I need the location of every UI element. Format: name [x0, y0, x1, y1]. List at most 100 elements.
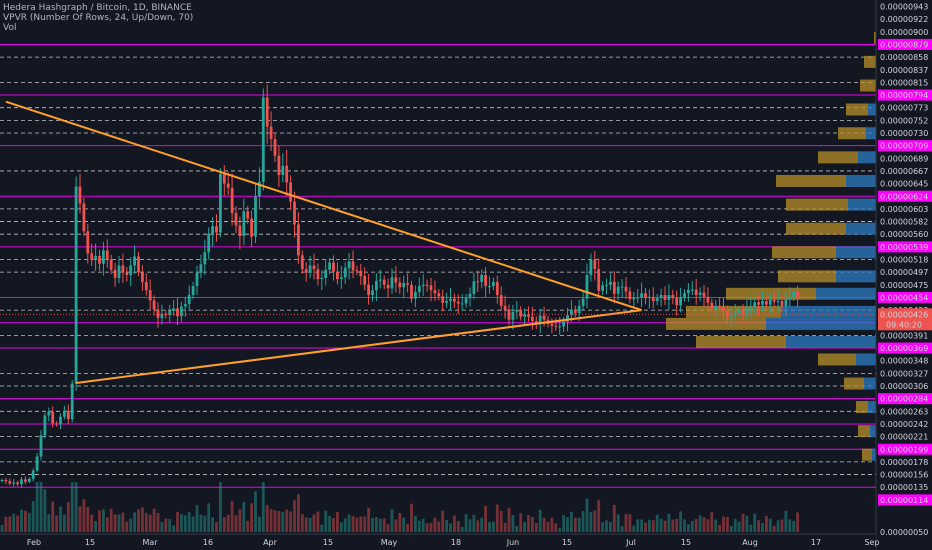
volume-bar [94, 520, 97, 532]
candle-body [144, 281, 148, 291]
price-axis-highlight [878, 494, 932, 506]
candle-body [648, 296, 651, 299]
candle-body [683, 293, 686, 298]
candle-body [4, 479, 8, 482]
volume-profile-row-up [846, 222, 876, 235]
candle-body [757, 302, 760, 305]
volume-profile-row-up [766, 317, 876, 330]
candle-body [449, 298, 452, 302]
candle-body [20, 479, 23, 485]
candle-body [788, 296, 792, 300]
candle-body [8, 481, 12, 484]
time-axis[interactable]: Feb 15 Mar 16 Apr 15 May 18 Jun 15 Jul 15 Aug 17 Sep [0, 533, 880, 550]
volume-bar [66, 502, 70, 532]
price-axis-tick: 0.00000603 [880, 205, 928, 214]
volume-bar [573, 517, 577, 532]
candle-body [300, 255, 304, 270]
volume-bar [258, 516, 261, 532]
volume-bar [710, 512, 714, 532]
volume-bar [195, 505, 199, 532]
candle-body [59, 416, 62, 425]
time-axis-tick: Mar [142, 538, 158, 547]
volume-bar [663, 520, 667, 532]
price-axis-tick: 0.00000284 [880, 395, 928, 404]
volume-bar [78, 506, 82, 532]
volume-bar [558, 528, 562, 532]
volume-bar [207, 503, 211, 532]
volume-bar [706, 519, 710, 532]
volume-bar [160, 522, 164, 532]
candle-body [141, 272, 144, 282]
candle-body [433, 290, 437, 294]
price-axis-tick: 0.00000242 [880, 420, 928, 429]
price-axis-tick: 0.00000730 [880, 129, 928, 138]
price-axis-highlight [878, 38, 932, 50]
volume-bar [753, 513, 757, 532]
price-axis-tick: 0.00000794 [880, 91, 928, 100]
volume-bar [523, 522, 526, 532]
volume-bar [55, 515, 58, 532]
candle-body [421, 284, 425, 287]
price-axis-highlight [878, 241, 932, 253]
candle-body [402, 283, 406, 288]
candle-body [359, 270, 363, 277]
candle-body [468, 293, 472, 299]
candle-body [230, 187, 234, 214]
candle-body [437, 293, 441, 297]
candle-body [702, 292, 706, 297]
volume-bar [183, 515, 187, 532]
volume-bar [792, 520, 796, 532]
volume-bar [371, 517, 374, 532]
candle-body [351, 261, 355, 271]
candle-body [363, 276, 367, 285]
candle-body [265, 97, 269, 127]
volume-indicator-label[interactable]: Vol [3, 23, 17, 33]
volume-bar [472, 514, 476, 532]
candle-body [176, 308, 179, 317]
price-axis-tick: 0.00000114 [880, 496, 928, 505]
price-axis-tick: 0.00000221 [880, 433, 928, 442]
volume-profile-row-down [666, 317, 766, 330]
candle-body [109, 259, 113, 270]
volume-profile-row-down [786, 198, 848, 211]
symbol-title[interactable]: Hedera Hashgraph / Bitcoin, 1D, BINANCE [3, 3, 192, 13]
candle-body [456, 301, 460, 304]
candle-body [663, 295, 667, 300]
volume-bar [35, 482, 39, 532]
volume-bar [375, 517, 378, 532]
candle-body [277, 155, 281, 175]
volume-profile-row-down [874, 31, 876, 44]
volume-bar [90, 514, 94, 532]
price-axis-tick: 0.00000178 [880, 458, 928, 467]
volume-bars [0, 482, 799, 532]
volume-bar [495, 504, 499, 532]
candle-body [113, 269, 117, 278]
candle-body [714, 305, 718, 309]
candle-body [187, 295, 191, 305]
volume-bar [659, 518, 663, 532]
candle-body [503, 305, 507, 310]
time-axis-background [0, 534, 876, 550]
trendline-ascending [75, 309, 642, 384]
candle-body [749, 307, 753, 309]
candle-body [31, 470, 35, 479]
candle-body [105, 250, 109, 260]
vpvr-indicator-label[interactable]: VPVR (Number Of Rows, 24, Up/Down, 70) [3, 13, 194, 23]
price-axis-tick: 0.00000815 [880, 78, 928, 87]
volume-profile-row-down [858, 425, 870, 438]
candle-body [726, 310, 729, 317]
volume-bar [308, 517, 312, 532]
candle-body [484, 275, 487, 287]
price-axis-tick: 0.00000156 [880, 471, 928, 480]
candle-body [207, 233, 211, 253]
volume-bar [0, 525, 4, 532]
volume-bar [542, 517, 546, 532]
candle-body [675, 298, 679, 306]
volume-bar [729, 525, 733, 532]
volume-bar [285, 509, 289, 532]
volume-bar [152, 508, 156, 532]
volume-bar [636, 519, 640, 532]
candle-body [152, 300, 156, 310]
